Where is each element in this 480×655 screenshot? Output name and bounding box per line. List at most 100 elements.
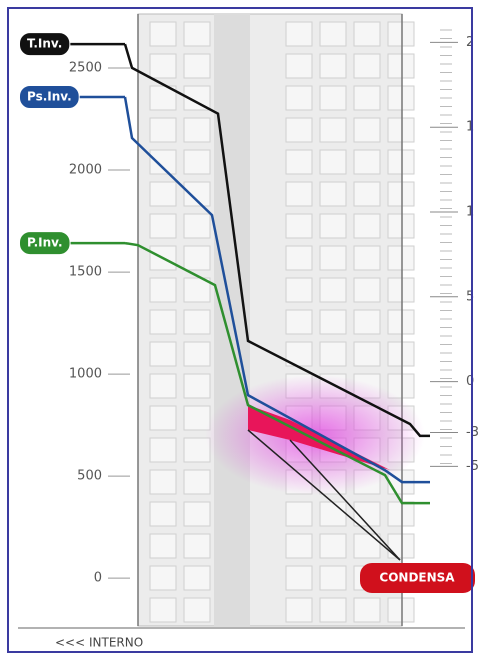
wall-cell bbox=[319, 565, 347, 591]
annotation-pill bbox=[360, 563, 475, 593]
wall-cell bbox=[285, 53, 313, 79]
wall-cell bbox=[149, 117, 177, 143]
y2-tick-label: 5 bbox=[466, 289, 474, 304]
wall-cell bbox=[353, 213, 381, 239]
wall-cell bbox=[149, 341, 177, 367]
wall-cell bbox=[183, 149, 211, 175]
wall-cell bbox=[319, 341, 347, 367]
wall-cell bbox=[387, 21, 415, 47]
legend-label: T.Inv. bbox=[27, 37, 62, 51]
wall-cell bbox=[285, 565, 313, 591]
wall-cell bbox=[183, 501, 211, 527]
wall-cell bbox=[319, 245, 347, 271]
wall-cell bbox=[353, 533, 381, 559]
wall-cell bbox=[353, 21, 381, 47]
y2-tick-label: 0 bbox=[466, 374, 474, 389]
y-tick-label: 1000 bbox=[69, 367, 102, 382]
wall-cell bbox=[183, 53, 211, 79]
y-tick-label: 2500 bbox=[69, 61, 102, 76]
wall-cell bbox=[387, 149, 415, 175]
wall-cell bbox=[353, 597, 381, 623]
annotation: CONDENSA bbox=[379, 571, 455, 585]
wall-cell bbox=[285, 309, 313, 335]
y2-tick-label: 1 bbox=[466, 205, 474, 220]
wall-cell bbox=[353, 309, 381, 335]
wall-cell bbox=[319, 213, 347, 239]
wall-cell bbox=[183, 597, 211, 623]
wall-cell bbox=[183, 437, 211, 463]
y-tick-label: 0 bbox=[94, 571, 102, 586]
wall-cell bbox=[387, 85, 415, 111]
wall-cell bbox=[183, 245, 211, 271]
wall-cell bbox=[183, 373, 211, 399]
wall-cell bbox=[285, 213, 313, 239]
wall-cell bbox=[319, 501, 347, 527]
y-tick-label: 500 bbox=[77, 469, 102, 484]
wall-cell bbox=[149, 437, 177, 463]
wall-cell bbox=[149, 181, 177, 207]
wall-cell bbox=[319, 117, 347, 143]
wall-cell bbox=[387, 501, 415, 527]
wall-cell bbox=[353, 149, 381, 175]
wall-cell bbox=[353, 245, 381, 271]
x-axis-label: <<< INTERNO bbox=[55, 636, 143, 650]
wall-cell bbox=[319, 597, 347, 623]
wall-cell bbox=[319, 53, 347, 79]
wall-cell bbox=[285, 501, 313, 527]
y-tick-label: 2000 bbox=[69, 163, 102, 178]
wall-cell bbox=[319, 181, 347, 207]
wall-cell bbox=[387, 117, 415, 143]
wall-cell bbox=[285, 245, 313, 271]
wall-cell bbox=[183, 469, 211, 495]
wall-cell bbox=[149, 405, 177, 431]
wall-cell bbox=[353, 85, 381, 111]
annotation-leader bbox=[247, 429, 401, 561]
wall-cell bbox=[149, 533, 177, 559]
wall-cell bbox=[183, 405, 211, 431]
wall-cell bbox=[387, 213, 415, 239]
plot: 0500100015002000250021150-3-5T.Inv.Ps.In… bbox=[18, 29, 479, 586]
wall-cell bbox=[387, 597, 415, 623]
wall-cell bbox=[285, 277, 313, 303]
wall-cell bbox=[149, 469, 177, 495]
frame bbox=[7, 7, 473, 653]
wall-cell bbox=[149, 53, 177, 79]
wall-cell bbox=[285, 85, 313, 111]
wall-cell bbox=[319, 149, 347, 175]
series-line bbox=[124, 241, 430, 505]
wall-cell bbox=[149, 21, 177, 47]
wall-cell bbox=[319, 309, 347, 335]
y-tick-label: 1500 bbox=[69, 265, 102, 280]
series-line bbox=[123, 43, 430, 438]
wall-cell bbox=[149, 597, 177, 623]
wall-cell bbox=[319, 533, 347, 559]
wall-cell bbox=[387, 309, 415, 335]
y2-tick-label: 2 bbox=[466, 35, 474, 50]
wall-cell bbox=[353, 181, 381, 207]
wall-cell bbox=[183, 117, 211, 143]
legend-label: Ps.Inv. bbox=[27, 89, 72, 103]
wall-cell bbox=[285, 533, 313, 559]
wall-pattern bbox=[137, 13, 415, 627]
wall-cell bbox=[149, 277, 177, 303]
wall-cell bbox=[353, 341, 381, 367]
wall-cell bbox=[149, 565, 177, 591]
wall-cell bbox=[387, 533, 415, 559]
wall-cell bbox=[149, 213, 177, 239]
wall-cell bbox=[387, 341, 415, 367]
wall-cell bbox=[319, 85, 347, 111]
wall-cell bbox=[149, 501, 177, 527]
wall-cell bbox=[387, 53, 415, 79]
wall-cell bbox=[183, 341, 211, 367]
wall-cell bbox=[387, 181, 415, 207]
wall-cell bbox=[285, 181, 313, 207]
wall-cell bbox=[149, 149, 177, 175]
wall-cell bbox=[183, 565, 211, 591]
legend-label: P.Inv. bbox=[27, 236, 63, 250]
wall-cell bbox=[183, 533, 211, 559]
y2-tick-label: 1 bbox=[466, 120, 474, 135]
wall-cell bbox=[353, 53, 381, 79]
wall-cell bbox=[285, 149, 313, 175]
wall-cell bbox=[183, 309, 211, 335]
